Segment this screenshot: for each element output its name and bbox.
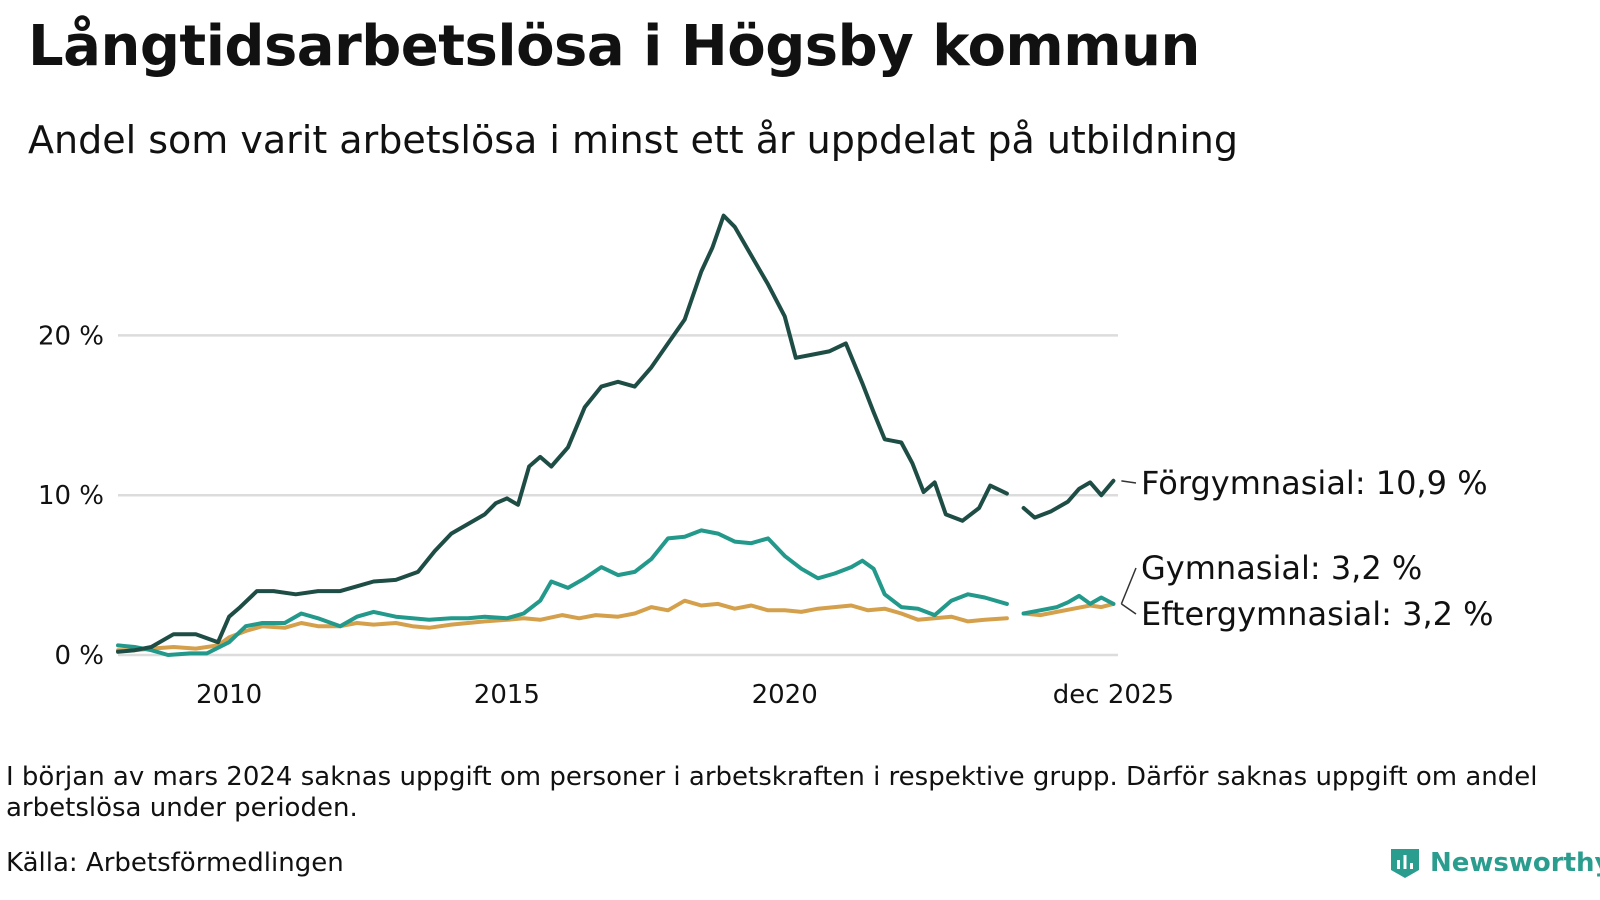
x-axis-ticks: 2010 2015 2020 dec 2025 — [196, 680, 1174, 710]
series-line-gymnasial — [116, 528, 1009, 657]
y-tick-label: 20 % — [38, 321, 104, 351]
series-labels: Förgymnasial: 10,9 % Gymnasial: 3,2 % Efte… — [1120, 464, 1494, 633]
chart-subtitle: Andel som varit arbetslösa i minst ett å… — [28, 118, 1239, 162]
newsworthy-logo: Newsworthy — [1388, 846, 1600, 880]
y-axis-ticks: 0 % 10 % 20 % — [38, 321, 104, 671]
x-tick-label: 2010 — [196, 680, 262, 710]
series-label-gymnasial: Gymnasial: 3,2 % — [1141, 549, 1422, 587]
x-tick-label: dec 2025 — [1053, 680, 1174, 710]
series-lines — [116, 213, 1116, 657]
newsworthy-logo-icon — [1391, 849, 1419, 878]
source-text: Källa: Arbetsförmedlingen — [6, 848, 344, 878]
series-label-förgymnasial: Förgymnasial: 10,9 % — [1141, 464, 1488, 502]
y-tick-label: 10 % — [38, 481, 104, 511]
logo-text: Newsworthy — [1430, 848, 1600, 878]
y-tick-label: 0 % — [54, 641, 104, 671]
gridlines — [118, 334, 1118, 657]
x-tick-label: 2020 — [752, 680, 818, 710]
series-label-eftergymnasial: Eftergymnasial: 3,2 % — [1141, 595, 1494, 633]
series-line-gymnasial — [1021, 593, 1116, 616]
label-leader-line — [1120, 603, 1137, 615]
series-line-förgymnasial — [1021, 478, 1116, 520]
label-leader-line — [1120, 567, 1137, 605]
chart-title: Långtidsarbetslösa i Högsby kommun — [28, 14, 1200, 79]
footnote: I början av mars 2024 saknas uppgift om … — [6, 762, 1538, 823]
line-chart: 0 % 10 % 20 % 2010 2015 2020 dec 2025 Förgymn… — [38, 213, 1494, 710]
label-leader-line — [1121, 480, 1137, 484]
series-line-eftergymnasial — [1021, 601, 1116, 618]
series-line-förgymnasial — [116, 213, 1009, 654]
series-line-eftergymnasial — [116, 598, 1009, 653]
x-tick-label: 2015 — [474, 680, 540, 710]
